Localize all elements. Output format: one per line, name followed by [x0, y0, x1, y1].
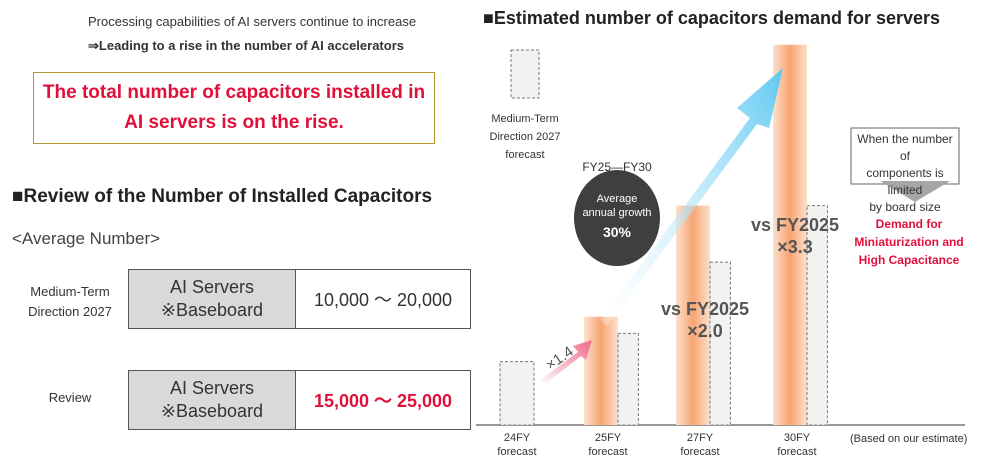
section-title: ■Review of the Number of Installed Capac… — [12, 186, 433, 207]
row-item: AI Servers ※Baseboard — [128, 269, 296, 329]
annotation: When the number of components is limited… — [857, 132, 953, 214]
note-box — [850, 127, 960, 185]
growth-arrow — [600, 68, 783, 326]
row-item: AI Servers ※Baseboard — [128, 370, 296, 430]
legend-swatch — [510, 49, 540, 99]
chart-title: ■Estimated number of capacitors demand f… — [483, 8, 941, 28]
highlight-box: The total number of capacitors installed… — [33, 72, 435, 144]
row-range: 10,000 ～ 20,000 — [295, 269, 471, 329]
annotation: vs FY2025 ×2.0 — [660, 299, 750, 341]
annotation: (Based on our estimate) — [850, 433, 968, 445]
bar — [676, 205, 710, 425]
bar — [806, 205, 828, 426]
growth-arrow — [540, 340, 592, 385]
annotation: vs FY2025 ×3.3 — [750, 215, 840, 257]
row-label: Medium-Term Direction 2027 — [28, 284, 112, 319]
row-label: Review — [48, 390, 92, 405]
annotation: Average annual growth — [582, 193, 652, 219]
down-arrow — [880, 181, 950, 202]
x-tick-label: 27FY forecast — [680, 432, 720, 458]
row-range: 15,000 ～ 25,000 — [295, 370, 471, 430]
bar — [617, 332, 639, 426]
legend-label: Medium-Term Direction 2027 forecast — [489, 113, 561, 161]
bar — [499, 361, 535, 426]
intro-line: Processing capabilities of AI servers co… — [88, 14, 417, 29]
annotation: FY25—FY30 — [582, 160, 652, 174]
bar — [584, 316, 618, 425]
annotation: 30% — [602, 224, 632, 240]
x-tick-label: 30FY forecast — [777, 432, 817, 458]
growth-circle — [574, 170, 660, 266]
x-tick-label: 24FY forecast — [497, 432, 537, 458]
intro-line: ⇒Leading to a rise in the number of AI a… — [88, 38, 404, 53]
x-tick-label: 25FY forecast — [588, 432, 628, 458]
bar — [773, 44, 807, 425]
section-subtitle: <Average Number> — [12, 229, 161, 248]
annotation: Demand for Miniaturization and High Capa… — [854, 217, 964, 267]
bar — [709, 261, 731, 426]
